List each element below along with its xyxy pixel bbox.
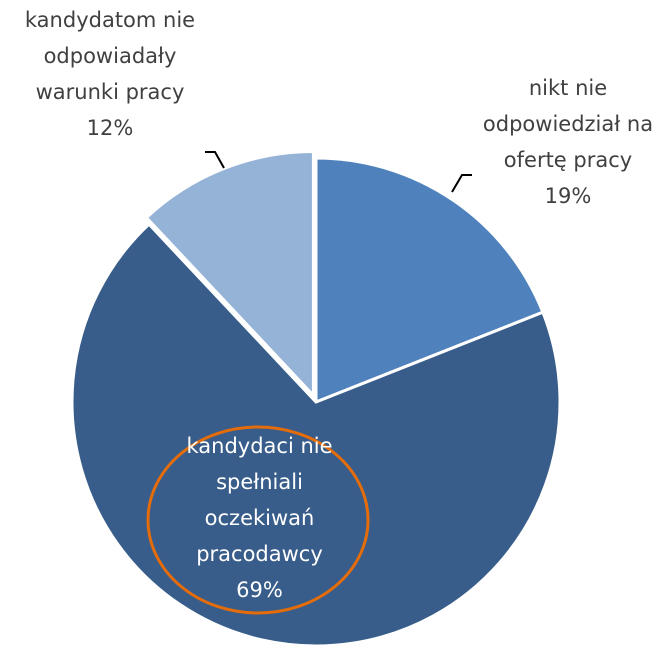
value-label: 12% — [86, 116, 134, 140]
slice-label: kandydatom nie odpowiadały warunki pracy… — [20, 2, 200, 146]
category-label: kandydaci nie spełniali oczekiwań pracod… — [186, 434, 333, 566]
category-label: kandydatom nie odpowiadały warunki pracy — [24, 8, 196, 104]
highlight-ellipse — [146, 425, 370, 615]
leader-line — [451, 174, 472, 193]
slice-label: kandydaci nie spełniali oczekiwań pracod… — [172, 428, 347, 608]
pie-slice — [70, 222, 562, 648]
pie-slice — [314, 156, 545, 405]
value-label: 69% — [236, 578, 283, 602]
pie-slice — [144, 149, 315, 400]
leader-line — [205, 151, 225, 169]
category-label: nikt nie odpowiedział na ofertę pracy — [482, 76, 654, 172]
value-label: 19% — [544, 184, 592, 208]
slice-label: nikt nie odpowiedział na ofertę pracy 19… — [468, 70, 668, 214]
